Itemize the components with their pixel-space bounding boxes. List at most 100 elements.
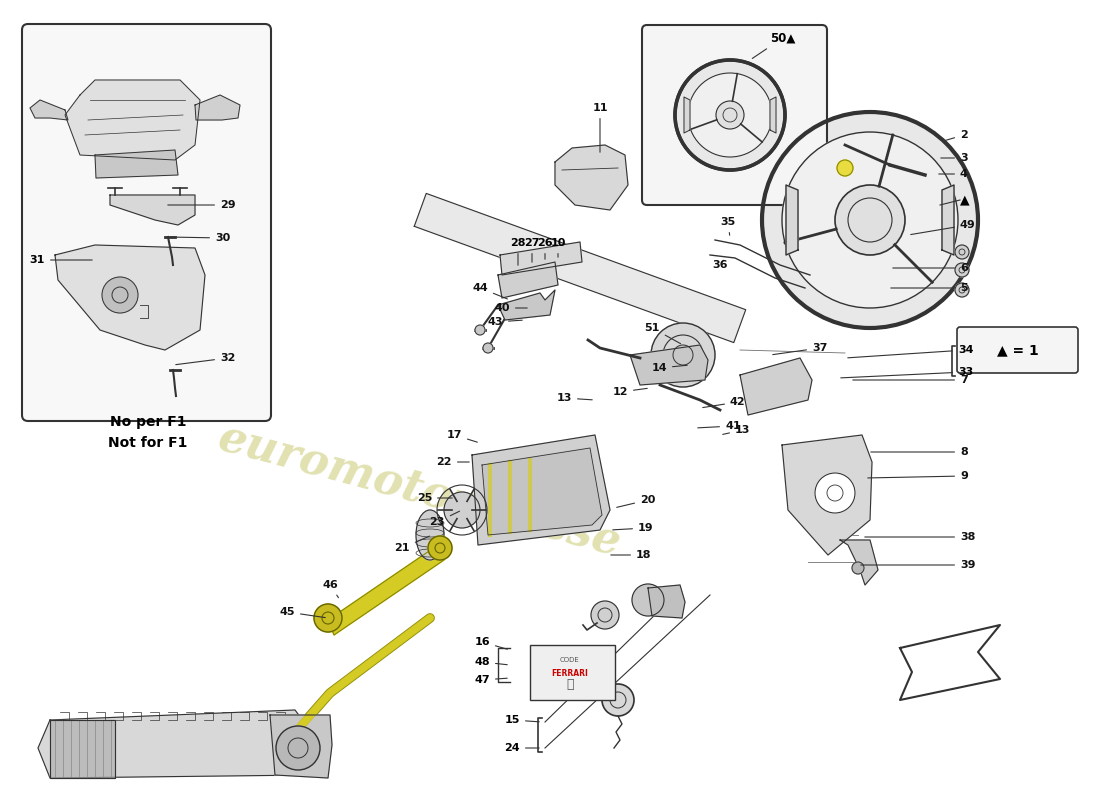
Circle shape — [483, 343, 493, 353]
Text: 9: 9 — [868, 471, 968, 481]
Text: ⚿: ⚿ — [566, 678, 574, 691]
Polygon shape — [900, 625, 1000, 700]
Polygon shape — [630, 345, 708, 385]
Text: 38: 38 — [865, 532, 976, 542]
Circle shape — [428, 536, 452, 560]
Text: 5: 5 — [891, 283, 968, 293]
Text: 14: 14 — [651, 363, 688, 373]
Text: 29: 29 — [168, 200, 235, 210]
Text: ▲ = 1: ▲ = 1 — [997, 343, 1038, 357]
Text: 23: 23 — [430, 511, 460, 527]
Circle shape — [591, 601, 619, 629]
Text: 13: 13 — [723, 425, 750, 435]
Text: 4: 4 — [938, 169, 968, 179]
Circle shape — [688, 73, 772, 157]
Text: 30: 30 — [170, 233, 230, 243]
Polygon shape — [498, 290, 556, 320]
Text: 42: 42 — [703, 397, 746, 407]
Polygon shape — [270, 715, 332, 778]
Text: 12: 12 — [613, 387, 647, 397]
Text: No per F1
Not for F1: No per F1 Not for F1 — [108, 415, 188, 450]
Polygon shape — [482, 448, 602, 535]
Text: 22: 22 — [437, 457, 470, 467]
Polygon shape — [30, 100, 68, 120]
Text: 43: 43 — [487, 317, 522, 327]
Polygon shape — [556, 145, 628, 210]
Circle shape — [815, 473, 855, 513]
Text: 36: 36 — [713, 260, 728, 270]
Text: 8: 8 — [871, 447, 968, 457]
Polygon shape — [770, 97, 776, 133]
Text: CODE: CODE — [560, 657, 580, 663]
Text: 3: 3 — [940, 153, 968, 163]
Polygon shape — [500, 242, 582, 275]
Text: 20: 20 — [617, 495, 656, 507]
Text: 39: 39 — [861, 560, 976, 570]
Circle shape — [276, 726, 320, 770]
Text: 33: 33 — [840, 367, 974, 378]
Polygon shape — [740, 358, 812, 415]
Polygon shape — [782, 435, 872, 555]
Text: 49: 49 — [911, 220, 976, 234]
Text: 16: 16 — [474, 637, 507, 650]
Text: 44: 44 — [472, 283, 507, 299]
Circle shape — [651, 323, 715, 387]
Circle shape — [762, 112, 978, 328]
Circle shape — [955, 245, 969, 259]
Text: 17: 17 — [447, 430, 477, 442]
FancyBboxPatch shape — [22, 24, 271, 421]
Text: 40: 40 — [495, 303, 527, 313]
Text: 10: 10 — [550, 238, 565, 258]
Circle shape — [955, 263, 969, 277]
Text: 50▲: 50▲ — [752, 31, 795, 58]
Polygon shape — [39, 710, 310, 778]
Text: 26: 26 — [537, 238, 553, 259]
Text: euromotorclasse: euromotorclasse — [213, 415, 626, 565]
Text: 37: 37 — [772, 343, 827, 354]
Text: 27: 27 — [525, 238, 540, 262]
Ellipse shape — [416, 510, 444, 560]
Text: 45: 45 — [279, 607, 326, 618]
Circle shape — [602, 684, 634, 716]
Polygon shape — [55, 245, 205, 350]
Polygon shape — [684, 97, 690, 133]
Circle shape — [475, 325, 485, 335]
Text: 11: 11 — [592, 103, 607, 152]
Polygon shape — [328, 545, 444, 635]
Text: 34: 34 — [848, 345, 974, 358]
Circle shape — [837, 160, 852, 176]
Bar — [530, 645, 615, 700]
Circle shape — [102, 277, 138, 313]
Polygon shape — [840, 540, 878, 585]
Text: 21: 21 — [395, 536, 429, 553]
Polygon shape — [95, 150, 178, 178]
Circle shape — [955, 283, 969, 297]
Text: 6: 6 — [893, 263, 968, 273]
Polygon shape — [110, 195, 195, 225]
Polygon shape — [50, 720, 116, 778]
Text: 25: 25 — [417, 493, 452, 503]
Polygon shape — [648, 585, 685, 618]
Polygon shape — [65, 80, 200, 160]
Text: 7: 7 — [852, 375, 968, 385]
FancyBboxPatch shape — [642, 25, 827, 205]
Text: 15: 15 — [505, 715, 539, 725]
Text: 28: 28 — [510, 238, 526, 266]
Text: 18: 18 — [610, 550, 651, 560]
Text: 31: 31 — [30, 255, 92, 265]
Polygon shape — [942, 185, 954, 255]
Polygon shape — [195, 95, 240, 120]
Text: 32: 32 — [176, 353, 235, 365]
Text: 47: 47 — [474, 675, 507, 685]
Text: 35: 35 — [720, 217, 736, 235]
Circle shape — [675, 60, 785, 170]
Circle shape — [444, 492, 480, 528]
FancyBboxPatch shape — [957, 327, 1078, 373]
Polygon shape — [472, 435, 610, 545]
Text: 2: 2 — [943, 130, 968, 142]
Polygon shape — [786, 185, 798, 255]
Text: 48: 48 — [474, 657, 507, 667]
Circle shape — [716, 101, 744, 129]
Circle shape — [782, 132, 958, 308]
Polygon shape — [498, 262, 558, 298]
